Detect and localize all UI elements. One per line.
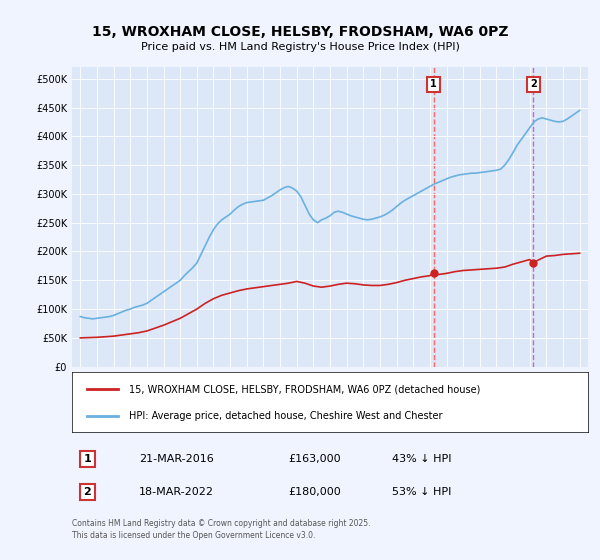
Text: 1: 1	[430, 80, 437, 90]
Text: 2: 2	[83, 487, 91, 497]
Text: 53% ↓ HPI: 53% ↓ HPI	[392, 487, 451, 497]
Text: Contains HM Land Registry data © Crown copyright and database right 2025.
This d: Contains HM Land Registry data © Crown c…	[72, 519, 371, 540]
Text: 21-MAR-2016: 21-MAR-2016	[139, 454, 214, 464]
Text: £163,000: £163,000	[289, 454, 341, 464]
Text: 15, WROXHAM CLOSE, HELSBY, FRODSHAM, WA6 0PZ: 15, WROXHAM CLOSE, HELSBY, FRODSHAM, WA6…	[92, 25, 508, 39]
Text: 43% ↓ HPI: 43% ↓ HPI	[392, 454, 451, 464]
Text: HPI: Average price, detached house, Cheshire West and Chester: HPI: Average price, detached house, Ches…	[129, 410, 442, 421]
Text: £180,000: £180,000	[289, 487, 341, 497]
Text: 2: 2	[530, 80, 537, 90]
Text: 15, WROXHAM CLOSE, HELSBY, FRODSHAM, WA6 0PZ (detached house): 15, WROXHAM CLOSE, HELSBY, FRODSHAM, WA6…	[129, 384, 480, 394]
Text: 18-MAR-2022: 18-MAR-2022	[139, 487, 214, 497]
Text: Price paid vs. HM Land Registry's House Price Index (HPI): Price paid vs. HM Land Registry's House …	[140, 42, 460, 52]
Text: 1: 1	[83, 454, 91, 464]
